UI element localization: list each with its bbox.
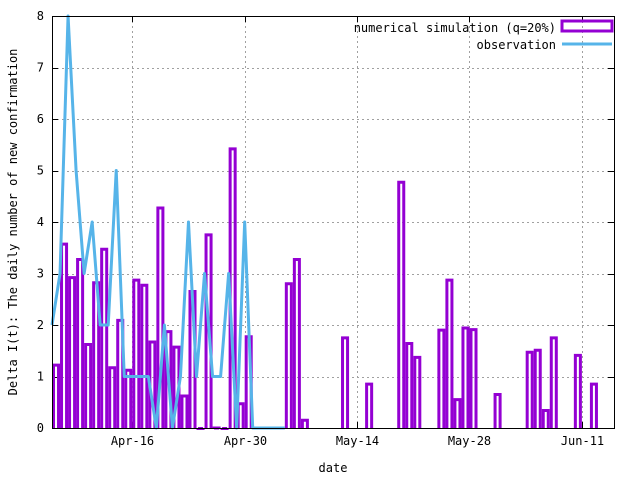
simulation-bar [204, 233, 213, 428]
x-tick-label: May-28 [448, 434, 491, 448]
y-tick-label: 2 [37, 318, 44, 332]
x-tick-label: Apr-16 [111, 434, 154, 448]
simulation-bar [525, 350, 534, 428]
y-tick-label: 7 [37, 61, 44, 75]
simulation-bar [365, 382, 374, 428]
simulation-bar [124, 368, 133, 428]
legend-swatch-simulation [560, 19, 614, 33]
simulation-bar [589, 382, 598, 428]
simulation-bar [461, 326, 470, 428]
simulation-bar [52, 363, 61, 428]
legend-label-observation: observation [477, 38, 556, 52]
simulation-bar [445, 278, 454, 428]
simulation-bar [132, 278, 141, 428]
y-tick-label: 6 [37, 112, 44, 126]
y-tick-label: 1 [37, 370, 44, 384]
simulation-bar [493, 392, 502, 428]
simulation-bar [469, 328, 478, 428]
x-tick-label: May-14 [336, 434, 379, 448]
simulation-bar [405, 341, 414, 428]
series-layer [50, 14, 598, 430]
simulation-bar [453, 398, 462, 428]
x-tick-label: Jun-11 [561, 434, 604, 448]
simulation-bar [341, 336, 350, 428]
grid [52, 16, 614, 428]
simulation-bar [397, 180, 406, 428]
y-tick-label: 3 [37, 267, 44, 281]
simulation-bar [68, 276, 77, 428]
observation-line [50, 14, 285, 430]
simulation-bar [156, 206, 165, 428]
y-axis-label: Delta I(t): The daily number of new conf… [6, 49, 20, 396]
x-tick-label: Apr-30 [224, 434, 267, 448]
simulation-bar [292, 258, 301, 428]
simulation-bar [300, 418, 309, 428]
x-axis: Apr-16 Apr-30 May-14 May-28 Jun-11 [111, 16, 604, 448]
simulation-bar [533, 348, 542, 428]
legend-label-simulation: numerical simulation (q=20%) [354, 21, 556, 35]
simulation-bar [84, 343, 93, 428]
simulation-bar [573, 353, 582, 428]
simulation-bar [140, 283, 149, 428]
legend: numerical simulation (q=20%) observation [354, 19, 614, 52]
y-tick-label: 0 [37, 421, 44, 435]
simulation-bar [284, 282, 293, 428]
simulation-bar [180, 394, 189, 428]
simulation-bar [541, 408, 550, 428]
simulation-bar [549, 336, 558, 428]
simulation-bar [76, 258, 85, 428]
simulation-bar [164, 330, 173, 428]
simulation-bar [437, 328, 446, 428]
y-tick-label: 4 [37, 215, 44, 229]
simulation-bar [108, 366, 117, 428]
y-tick-label: 5 [37, 164, 44, 178]
simulation-bar [100, 247, 109, 428]
simulation-bar [413, 355, 422, 428]
simulation-bar [60, 242, 69, 428]
y-tick-label: 8 [37, 9, 44, 23]
plot-frame [52, 16, 615, 429]
x-axis-label: date [319, 461, 348, 475]
